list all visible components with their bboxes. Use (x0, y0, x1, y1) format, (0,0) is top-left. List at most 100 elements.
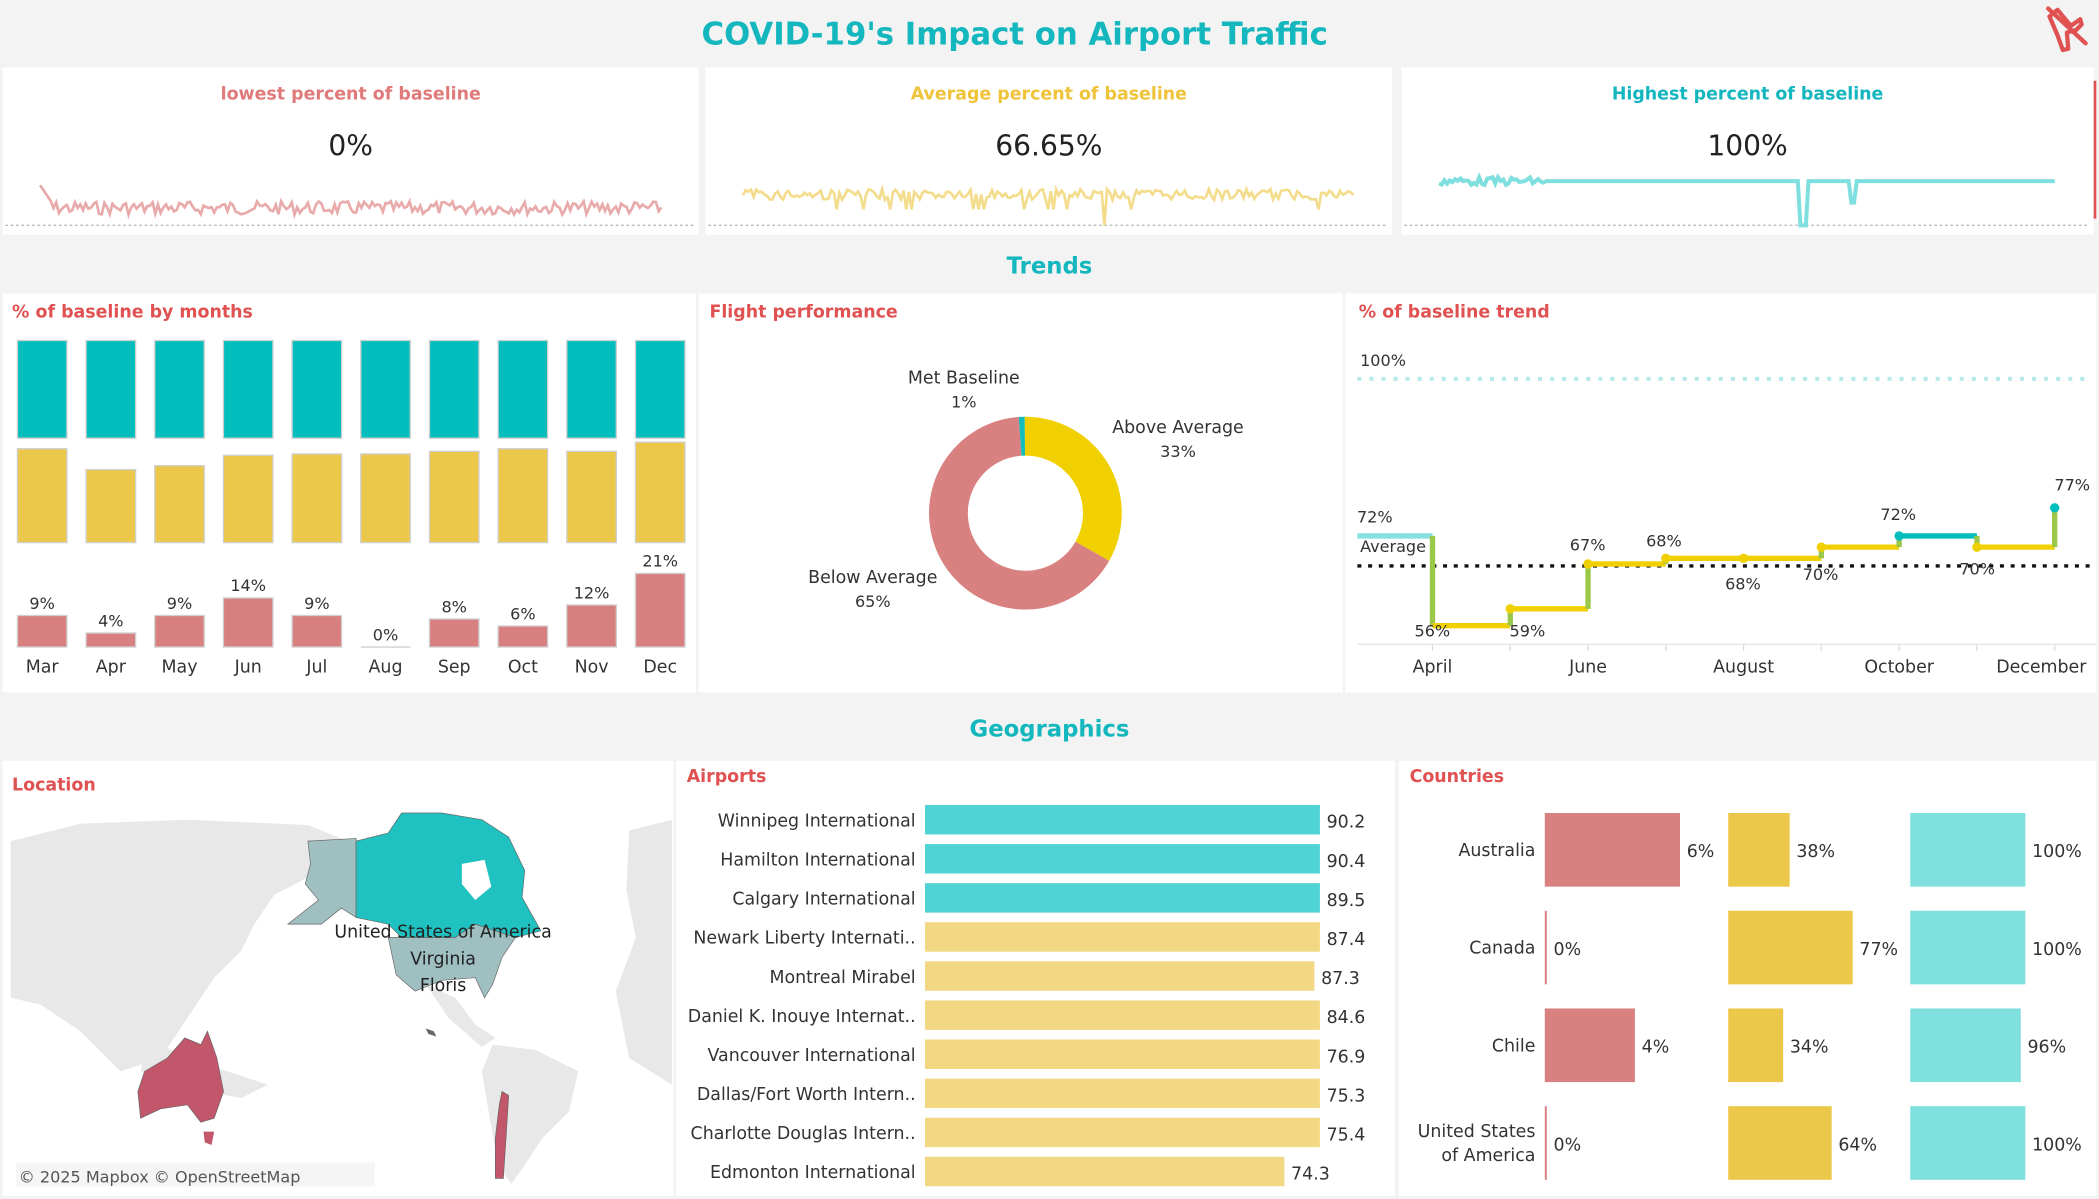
trend-point[interactable] (1661, 553, 1671, 564)
trend-point[interactable] (1972, 542, 1982, 552)
airport-bar[interactable] (925, 922, 1320, 952)
country-bar[interactable] (1728, 1008, 1784, 1083)
country-bar[interactable] (1910, 1106, 2026, 1180)
month-bar[interactable] (566, 339, 617, 439)
country-value: 4% (1642, 1038, 1670, 1058)
month-bar[interactable] (291, 453, 343, 544)
map-label-state: Virginia (410, 949, 476, 969)
airport-bar[interactable] (925, 1000, 1320, 1030)
month-bar[interactable] (291, 614, 343, 648)
scrollbar[interactable] (2093, 80, 2097, 219)
airport-bar[interactable] (925, 1117, 1320, 1148)
month-bar[interactable] (360, 339, 411, 439)
donut-slice[interactable] (929, 417, 1110, 610)
month-bar[interactable] (428, 339, 480, 439)
month-bar[interactable] (634, 339, 686, 439)
trend-point[interactable] (1505, 604, 1515, 614)
no-flight-icon[interactable] (2045, 6, 2088, 53)
airport-bar[interactable] (925, 1039, 1320, 1069)
map-central-america (425, 984, 496, 1048)
airport-name: Charlotte Douglas Intern.. (691, 1124, 916, 1144)
month-bar[interactable] (154, 614, 205, 648)
month-bar[interactable] (222, 597, 274, 648)
month-tick-label: Mar (26, 657, 60, 677)
x-tick-label: June (1568, 657, 1607, 677)
airport-name: Montreal Mirabel (769, 968, 915, 988)
map-united-states[interactable] (387, 923, 516, 999)
country-bar[interactable] (1544, 910, 1547, 985)
trend-point[interactable] (1738, 553, 1749, 564)
airports-bar-chart: Winnipeg International 90.2 Hamilton Inter… (688, 804, 1365, 1187)
month-bar[interactable] (85, 339, 137, 439)
donut-slice[interactable] (1024, 416, 1122, 561)
month-bar[interactable] (16, 339, 68, 439)
airport-bar[interactable] (925, 883, 1320, 913)
bar-data-label: 21% (642, 552, 678, 571)
month-bar[interactable] (428, 450, 480, 544)
country-value: 6% (1687, 842, 1715, 862)
month-bar[interactable] (566, 450, 617, 544)
month-bar[interactable] (16, 448, 68, 544)
country-value: 0% (1554, 940, 1582, 960)
kpi-sparkline[interactable] (741, 184, 1355, 226)
page-title: COVID-19's Impact on Airport Traffic (702, 17, 1328, 53)
month-bar[interactable] (85, 632, 137, 648)
month-bar[interactable] (497, 339, 549, 439)
month-bar[interactable] (85, 468, 137, 544)
airport-name: Dallas/Fort Worth Intern.. (697, 1085, 916, 1105)
trend-point[interactable] (1583, 559, 1593, 569)
location-title: Location (12, 775, 96, 795)
map-australia[interactable] (137, 1030, 224, 1123)
kpi-value: 0% (328, 130, 373, 163)
airport-bar[interactable] (925, 1156, 1285, 1187)
kpi-value: 66.65% (995, 130, 1102, 163)
country-bar[interactable] (1544, 1008, 1635, 1083)
month-bar[interactable] (291, 339, 343, 439)
month-bar[interactable] (154, 465, 205, 544)
airport-bar[interactable] (925, 804, 1320, 835)
month-bar[interactable] (566, 604, 617, 648)
trend-point[interactable] (1816, 542, 1827, 552)
country-bar[interactable] (1910, 813, 2026, 887)
map-chile[interactable] (494, 1090, 510, 1179)
month-bar[interactable] (222, 454, 274, 544)
bar-data-label: 8% (441, 597, 466, 616)
trend-point-label: 70% (1803, 565, 1839, 584)
month-bar[interactable] (222, 339, 274, 439)
country-bar[interactable] (1728, 813, 1790, 887)
country-value: 100% (2032, 940, 2082, 960)
month-bar[interactable] (497, 625, 549, 648)
month-bar[interactable] (16, 614, 68, 648)
country-bar[interactable] (1544, 813, 1681, 887)
country-bar[interactable] (1910, 1008, 2021, 1083)
month-bar[interactable] (497, 448, 549, 544)
month-bar[interactable] (634, 572, 686, 648)
trend-point[interactable] (1894, 531, 1904, 541)
month-bar[interactable] (154, 339, 205, 439)
month-tick-label: Nov (575, 657, 609, 677)
country-value: 0% (1554, 1135, 1582, 1155)
country-bar[interactable] (1544, 1106, 1547, 1180)
month-bar[interactable] (428, 618, 480, 648)
month-bar[interactable] (360, 453, 411, 544)
country-bar[interactable] (1728, 1106, 1832, 1180)
kpi-sparkline[interactable] (1438, 171, 2055, 228)
months-chart-title: % of baseline by months (12, 303, 253, 323)
month-bar[interactable] (634, 441, 686, 544)
map-canada[interactable] (355, 812, 542, 938)
donut-slice[interactable] (1018, 416, 1026, 456)
kpi-sparkline[interactable] (39, 184, 663, 220)
airport-bar[interactable] (925, 844, 1320, 874)
trend-point[interactable] (2050, 503, 2060, 513)
world-map[interactable]: United States of America Virginia Floris… (10, 812, 673, 1187)
airport-bar[interactable] (925, 961, 1315, 991)
trend-point-label: 56% (1415, 621, 1451, 640)
map-attribution[interactable]: © 2025 Mapbox © OpenStreetMap (19, 1167, 301, 1186)
country-bar[interactable] (1910, 910, 2026, 985)
trend-point-label: 72% (1880, 505, 1916, 524)
month-tick-label: Sep (438, 657, 471, 677)
month-tick-label: May (162, 657, 198, 677)
airport-name: Winnipeg International (718, 811, 916, 831)
airport-bar[interactable] (925, 1078, 1320, 1109)
country-bar[interactable] (1728, 910, 1853, 985)
